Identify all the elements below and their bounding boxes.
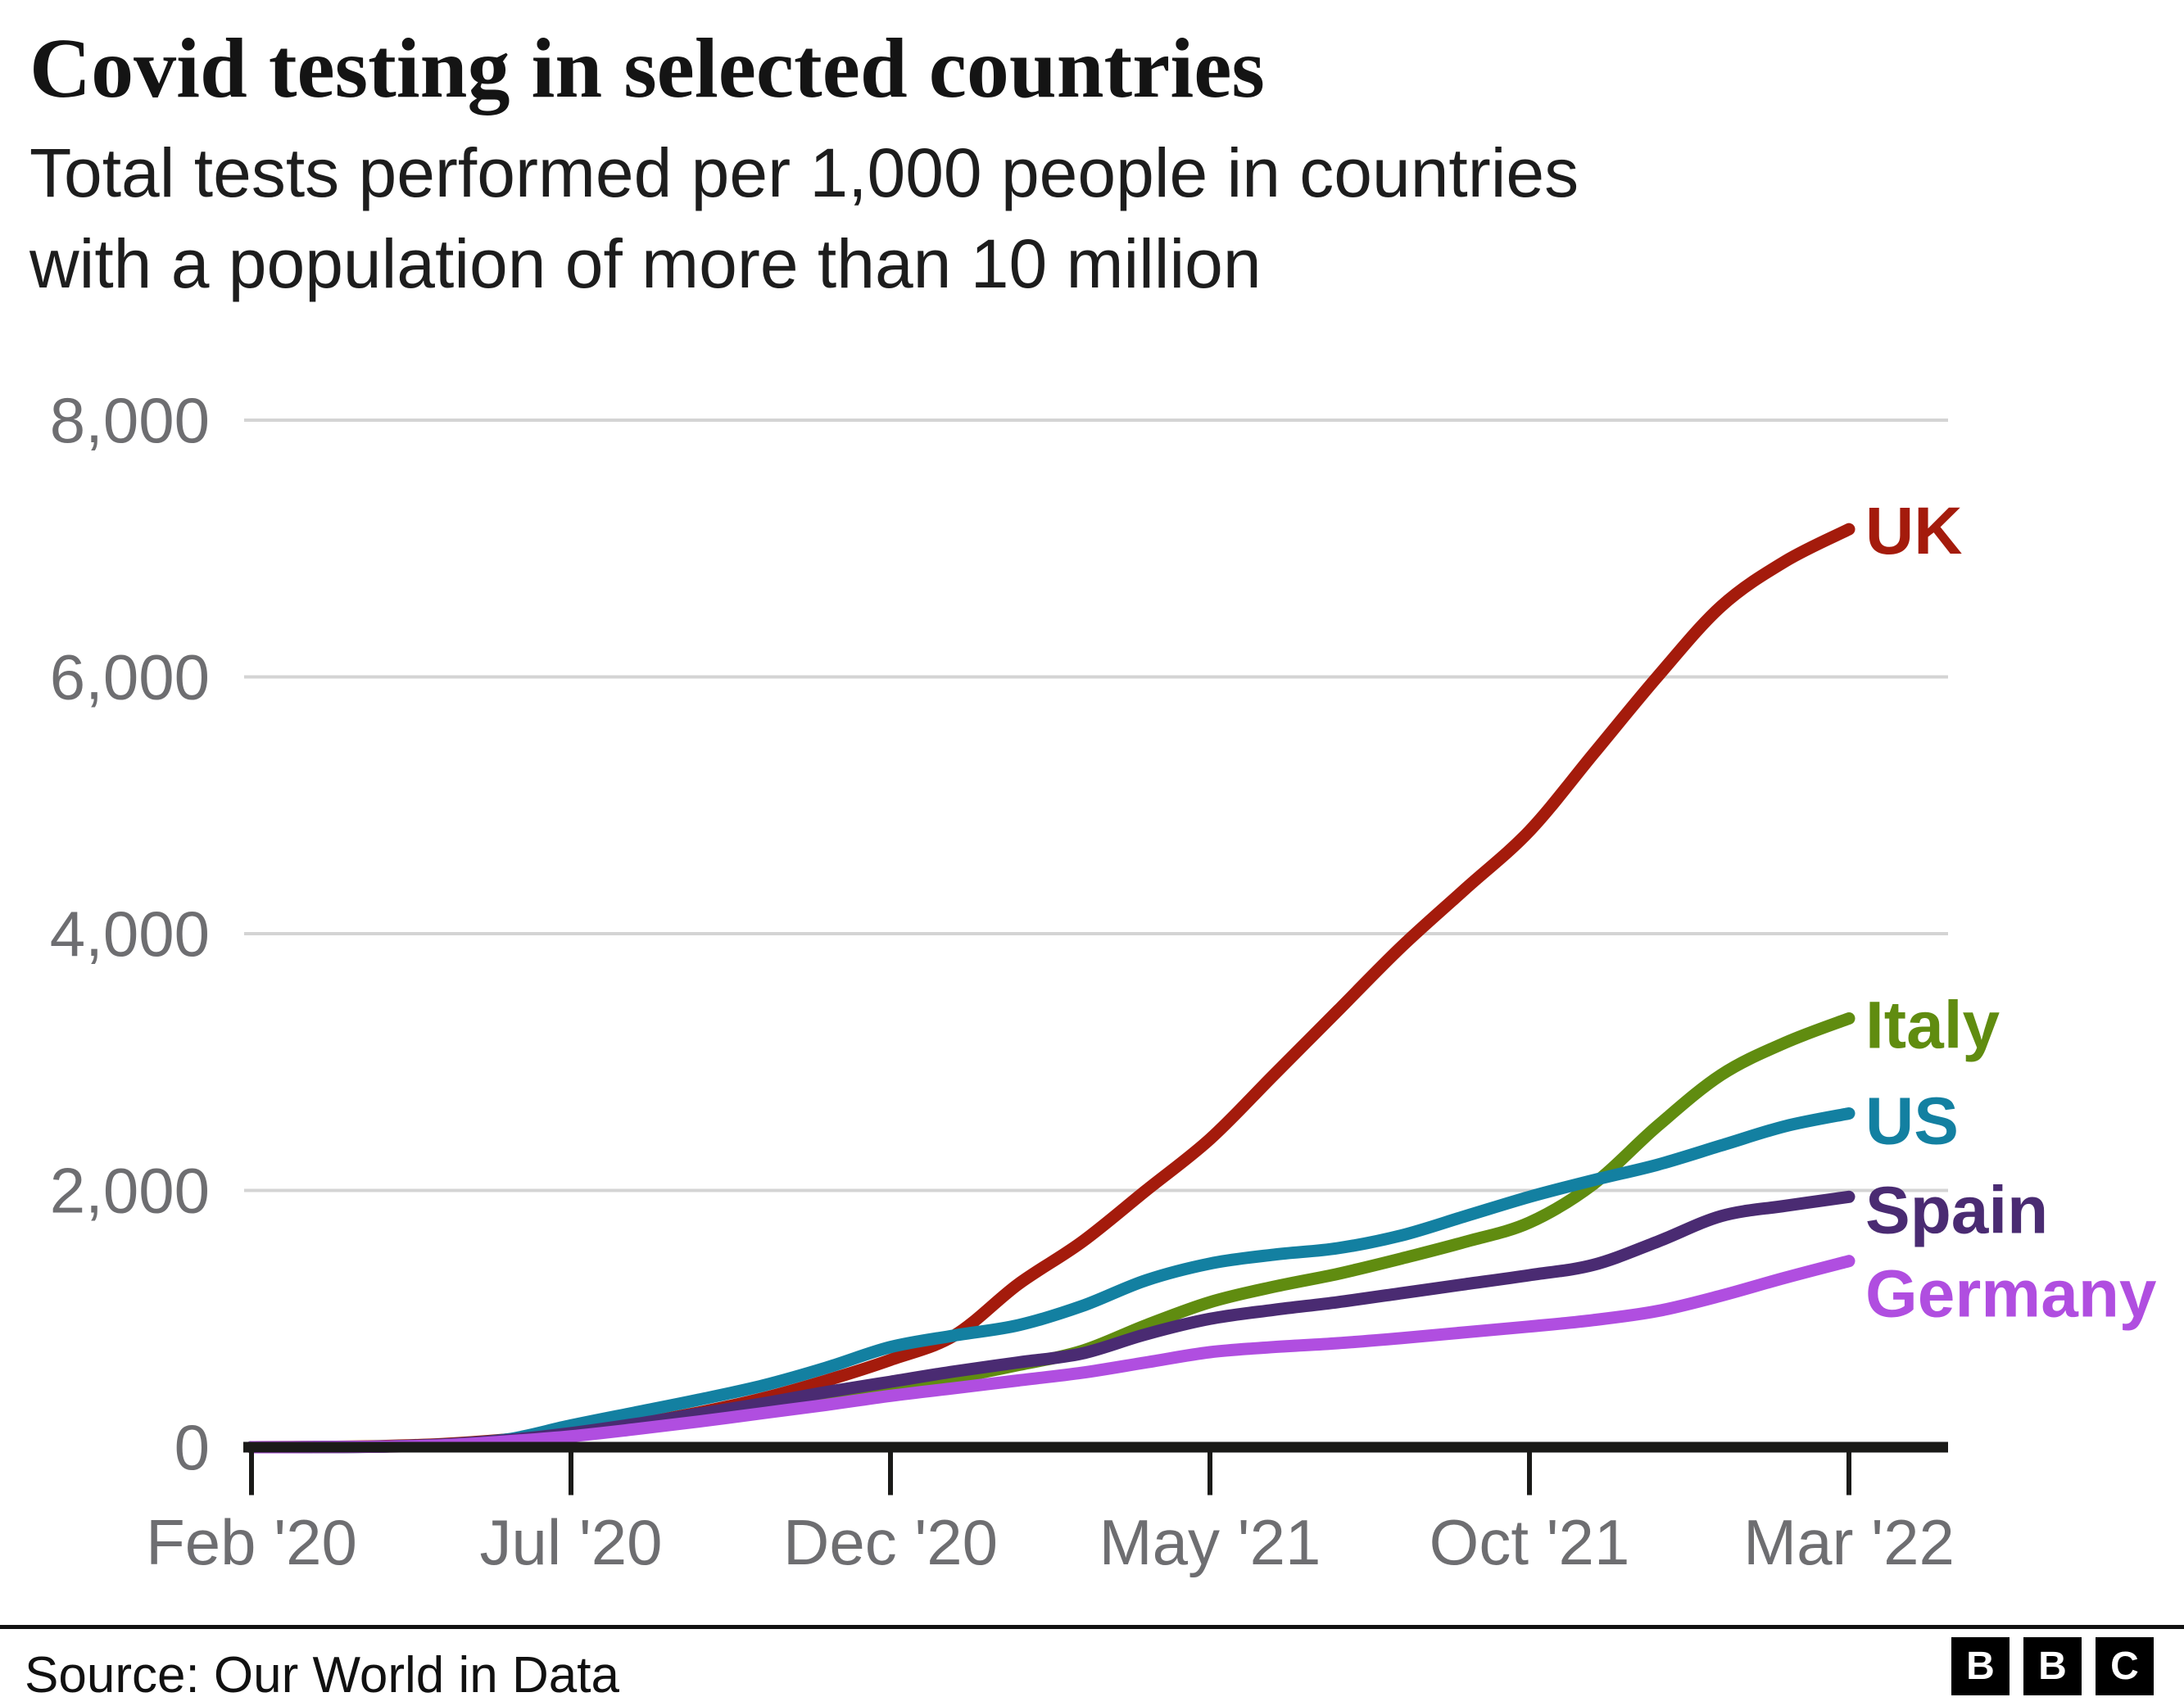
x-axis-label-4: Oct '21	[1430, 1506, 1630, 1578]
series-line-germany	[245, 1255, 1855, 1454]
x-axis-label-2: Dec '20	[783, 1506, 998, 1578]
y-axis-label-2000: 2,000	[50, 1155, 210, 1227]
y-axis-label-6000: 6,000	[50, 641, 210, 713]
x-axis-label-0: Feb '20	[146, 1506, 357, 1578]
series-label-uk: UK	[1865, 494, 1962, 568]
subtitle-line-1: Total tests performed per 1,000 people i…	[29, 134, 1579, 211]
series-label-italy: Italy	[1865, 988, 2000, 1062]
x-axis-label-3: May '21	[1099, 1506, 1321, 1578]
series-line-uk	[245, 523, 1855, 1454]
x-axis-label-1: Jul '20	[479, 1506, 662, 1578]
x-tick-0	[249, 1452, 254, 1496]
page-title: Covid testing in selected countries	[29, 21, 1265, 115]
x-axis-line	[243, 1441, 1948, 1453]
y-axis-label-8000: 8,000	[50, 384, 210, 456]
y-axis-label-4000: 4,000	[50, 898, 210, 970]
series-label-spain: Spain	[1865, 1173, 2048, 1247]
chart-subtitle: Total tests performed per 1,000 people i…	[29, 128, 1996, 310]
bbc-logo: B B C	[1951, 1637, 2154, 1695]
bbc-logo-block-b1: B	[1951, 1637, 2010, 1695]
x-tick-1	[569, 1452, 573, 1496]
series-label-us: US	[1865, 1084, 1959, 1158]
x-tick-5	[1846, 1452, 1851, 1496]
x-axis-label-5: Mar '22	[1743, 1506, 1955, 1578]
bbc-logo-block-c: C	[2096, 1637, 2154, 1695]
bbc-logo-block-b2: B	[2023, 1637, 2082, 1695]
footer-divider	[0, 1625, 2184, 1629]
y-axis-label-0: 0	[174, 1411, 210, 1483]
x-tick-3	[1208, 1452, 1212, 1496]
subtitle-line-2: with a population of more than 10 millio…	[29, 224, 1262, 302]
source-credit: Source: Our World in Data	[25, 1647, 619, 1704]
x-tick-2	[888, 1452, 893, 1496]
x-tick-4	[1527, 1452, 1532, 1496]
series-label-germany: Germany	[1865, 1257, 2157, 1332]
